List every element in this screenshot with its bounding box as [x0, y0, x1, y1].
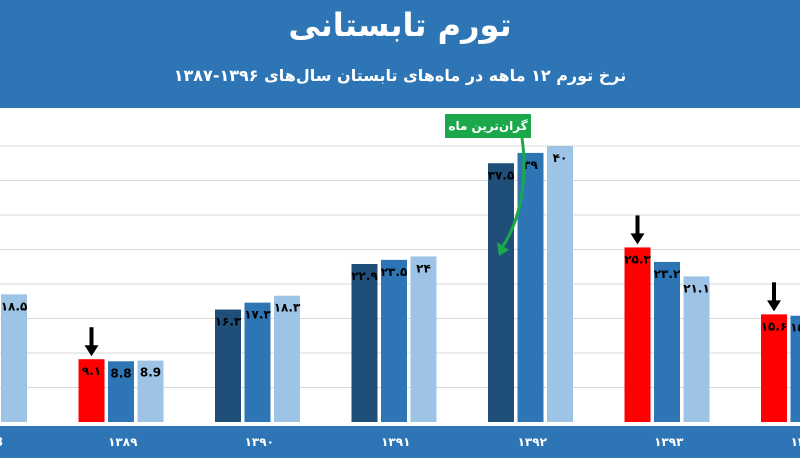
bar: [78, 359, 105, 422]
x-axis-band: [0, 426, 800, 458]
bar: [683, 276, 710, 422]
callout-arrow-icon: [501, 137, 526, 247]
bar-value-label: ۳۹: [523, 158, 538, 172]
bar: [351, 263, 378, 422]
bar: [108, 361, 134, 422]
bar: [790, 315, 800, 422]
bar-value-label: 8.9: [140, 366, 161, 380]
bar: [488, 163, 514, 422]
bar-value-label: ۱۵.۶: [761, 319, 788, 333]
bar-value-label: ۱۸.۳: [274, 301, 301, 315]
x-tick-label: ۱۳۹۲: [518, 435, 548, 449]
bar: [137, 360, 164, 422]
x-tick-label: ۱۳۹۳: [654, 435, 684, 449]
x-tick-label: ۱۳۸۹: [108, 435, 138, 449]
bar-value-label: ۴۰: [553, 151, 568, 165]
bar-value-label: ۱۵.۴: [790, 321, 800, 335]
bar: [654, 261, 680, 422]
x-tick-label: ۱۳۹۴: [791, 435, 800, 449]
bar-value-label: ۱۷.۳: [244, 308, 271, 322]
header-banner: تورم تابستانی نرخ تورم ۱۲ ماهه در ماه‌ها…: [0, 0, 800, 108]
down-arrow-head-icon: [84, 345, 99, 357]
x-tick-label: 1388: [0, 435, 3, 449]
x-tick-label: ۱۳۹۱: [381, 435, 410, 449]
chart-title: تورم تابستانی: [288, 6, 512, 44]
bar-value-label: ۱۸.۵: [1, 299, 28, 313]
bar: [274, 295, 300, 422]
bar-value-label: ۲۲.۹: [351, 269, 378, 283]
bar: [547, 146, 573, 422]
bar: [761, 314, 787, 422]
bar: [1, 294, 27, 422]
down-arrow-head-icon: [767, 300, 781, 312]
chart-subtitle: نرخ تورم ۱۲ ماهه در ماه‌های تابستان سال‌…: [173, 66, 627, 85]
bar-value-label: ۱۶.۳: [215, 315, 242, 329]
bar: [624, 247, 651, 422]
bar: [381, 259, 407, 422]
bar: [244, 302, 271, 422]
callout-arrow-head-icon: [497, 242, 509, 256]
bar-value-label: ۳۷.۵: [488, 168, 515, 182]
x-tick-label: ۱۳۹۰: [245, 435, 274, 449]
bar-value-label: ۲۳.۲: [654, 267, 681, 281]
bar-value-label: ۲۴: [416, 261, 431, 275]
bar-value-label: ۹.۱: [82, 364, 101, 378]
down-arrow-head-icon: [630, 233, 645, 245]
bar-value-label: ۲۱.۱: [683, 281, 710, 295]
most-expensive-month-callout: گران‌ترین ماه: [445, 114, 531, 138]
bar-value-label: ۲۳.۵: [381, 265, 408, 279]
bar: [215, 309, 241, 422]
bar-value-label: 8.8: [110, 366, 131, 380]
bar-value-label: ۲۵.۳: [624, 252, 651, 266]
bar: [410, 256, 437, 422]
